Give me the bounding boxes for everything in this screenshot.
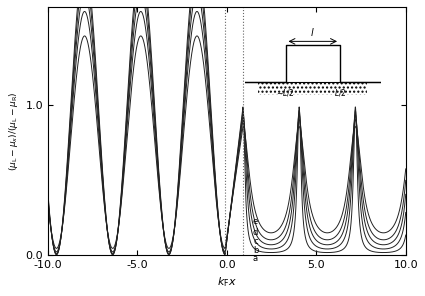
Y-axis label: $(\mu_{\rm L}-\mu_x)/(\mu_{\rm L}-\mu_{\rm R})$: $(\mu_{\rm L}-\mu_x)/(\mu_{\rm L}-\mu_{\… [7,91,20,170]
Text: b: b [253,246,258,255]
Text: a: a [253,254,258,263]
X-axis label: $k_{\rm F}x$: $k_{\rm F}x$ [217,275,237,289]
Text: e: e [253,217,258,226]
Text: c: c [253,237,258,246]
Text: d: d [253,228,258,237]
